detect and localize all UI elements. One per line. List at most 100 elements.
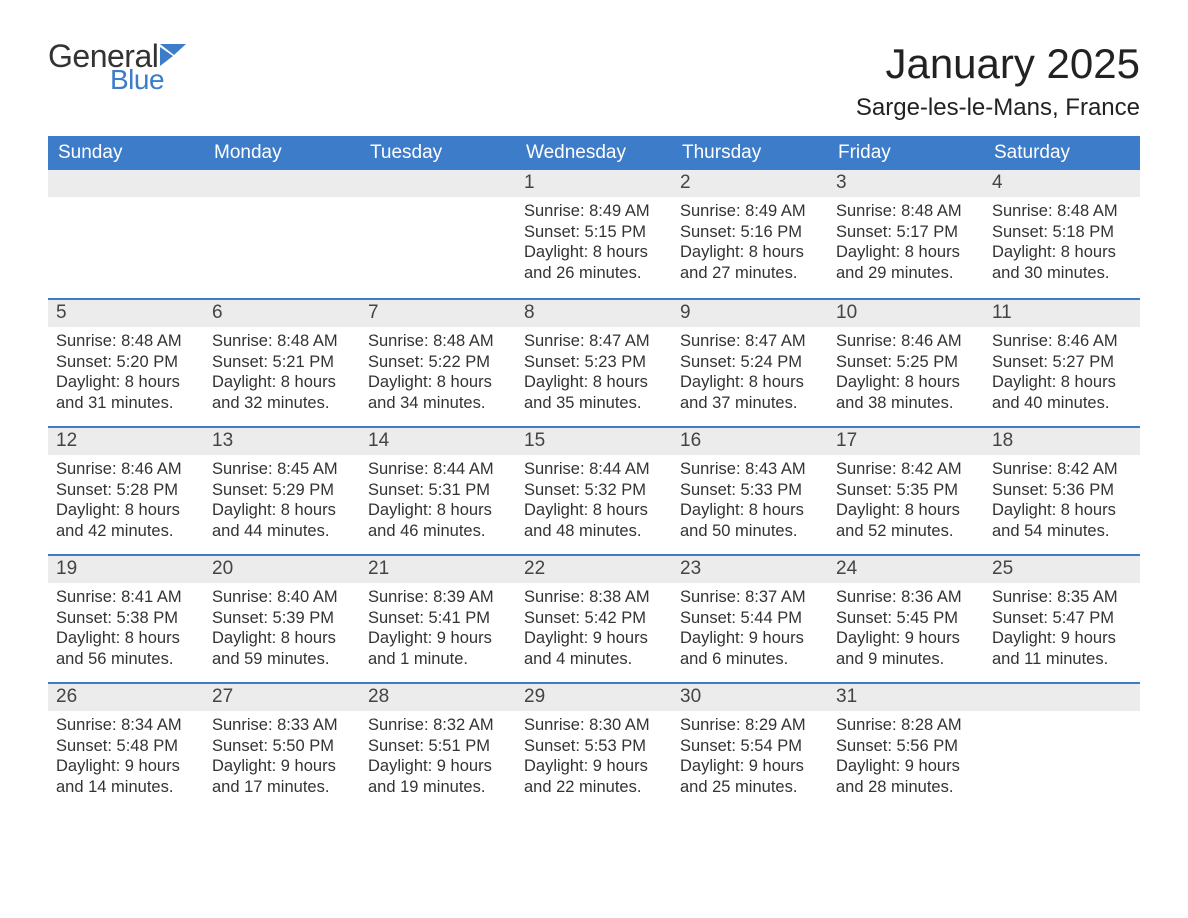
day-number [984, 684, 1140, 711]
day-header: Tuesday [360, 136, 516, 170]
day-number: 18 [984, 428, 1140, 455]
detail-line: Daylight: 8 hours [56, 372, 196, 393]
day-details: Sunrise: 8:45 AMSunset: 5:29 PMDaylight:… [204, 455, 360, 542]
detail-line: and 52 minutes. [836, 521, 976, 542]
day-number: 27 [204, 684, 360, 711]
detail-line: Sunset: 5:29 PM [212, 480, 352, 501]
calendar-cell: 30Sunrise: 8:29 AMSunset: 5:54 PMDayligh… [672, 682, 828, 810]
detail-line: Sunrise: 8:43 AM [680, 459, 820, 480]
detail-line: Daylight: 8 hours [524, 372, 664, 393]
title-block: January 2025 Sarge-les-le-Mans, France [856, 40, 1140, 122]
detail-line: Sunrise: 8:48 AM [992, 201, 1132, 222]
day-number: 16 [672, 428, 828, 455]
calendar-cell [48, 170, 204, 298]
detail-line: Daylight: 9 hours [524, 756, 664, 777]
day-header: Friday [828, 136, 984, 170]
day-number: 31 [828, 684, 984, 711]
detail-line: Daylight: 8 hours [836, 372, 976, 393]
detail-line: and 31 minutes. [56, 393, 196, 414]
day-details: Sunrise: 8:48 AMSunset: 5:22 PMDaylight:… [360, 327, 516, 414]
detail-line: Daylight: 9 hours [524, 628, 664, 649]
detail-line: and 26 minutes. [524, 263, 664, 284]
day-number: 2 [672, 170, 828, 197]
detail-line: and 17 minutes. [212, 777, 352, 798]
detail-line: and 9 minutes. [836, 649, 976, 670]
detail-line: Daylight: 8 hours [836, 500, 976, 521]
day-number: 12 [48, 428, 204, 455]
detail-line: Sunset: 5:39 PM [212, 608, 352, 629]
detail-line: and 14 minutes. [56, 777, 196, 798]
calendar-cell: 11Sunrise: 8:46 AMSunset: 5:27 PMDayligh… [984, 298, 1140, 426]
detail-line: Sunset: 5:36 PM [992, 480, 1132, 501]
detail-line: and 4 minutes. [524, 649, 664, 670]
calendar-cell: 22Sunrise: 8:38 AMSunset: 5:42 PMDayligh… [516, 554, 672, 682]
detail-line: Sunset: 5:31 PM [368, 480, 508, 501]
calendar-cell: 14Sunrise: 8:44 AMSunset: 5:31 PMDayligh… [360, 426, 516, 554]
calendar-cell: 21Sunrise: 8:39 AMSunset: 5:41 PMDayligh… [360, 554, 516, 682]
day-details: Sunrise: 8:47 AMSunset: 5:24 PMDaylight:… [672, 327, 828, 414]
detail-line: and 28 minutes. [836, 777, 976, 798]
detail-line: Sunrise: 8:29 AM [680, 715, 820, 736]
calendar-week-row: 5Sunrise: 8:48 AMSunset: 5:20 PMDaylight… [48, 298, 1140, 426]
detail-line: Sunrise: 8:30 AM [524, 715, 664, 736]
day-number: 21 [360, 556, 516, 583]
day-number: 30 [672, 684, 828, 711]
day-details: Sunrise: 8:34 AMSunset: 5:48 PMDaylight:… [48, 711, 204, 798]
detail-line: and 40 minutes. [992, 393, 1132, 414]
calendar-week-row: 26Sunrise: 8:34 AMSunset: 5:48 PMDayligh… [48, 682, 1140, 810]
detail-line: Sunset: 5:21 PM [212, 352, 352, 373]
day-details: Sunrise: 8:35 AMSunset: 5:47 PMDaylight:… [984, 583, 1140, 670]
calendar-cell: 18Sunrise: 8:42 AMSunset: 5:36 PMDayligh… [984, 426, 1140, 554]
detail-line: Daylight: 8 hours [680, 372, 820, 393]
detail-line: Sunrise: 8:45 AM [212, 459, 352, 480]
detail-line: Daylight: 9 hours [992, 628, 1132, 649]
day-number: 10 [828, 300, 984, 327]
detail-line: Sunset: 5:25 PM [836, 352, 976, 373]
day-number: 17 [828, 428, 984, 455]
detail-line: Sunrise: 8:42 AM [836, 459, 976, 480]
detail-line: Sunset: 5:45 PM [836, 608, 976, 629]
calendar-cell: 16Sunrise: 8:43 AMSunset: 5:33 PMDayligh… [672, 426, 828, 554]
detail-line: Sunset: 5:15 PM [524, 222, 664, 243]
detail-line: and 59 minutes. [212, 649, 352, 670]
detail-line: and 32 minutes. [212, 393, 352, 414]
detail-line: Sunrise: 8:44 AM [524, 459, 664, 480]
detail-line: Sunrise: 8:28 AM [836, 715, 976, 736]
day-number: 3 [828, 170, 984, 197]
day-details: Sunrise: 8:43 AMSunset: 5:33 PMDaylight:… [672, 455, 828, 542]
detail-line: Daylight: 8 hours [212, 500, 352, 521]
calendar-cell: 12Sunrise: 8:46 AMSunset: 5:28 PMDayligh… [48, 426, 204, 554]
day-number: 11 [984, 300, 1140, 327]
calendar-week-row: 1Sunrise: 8:49 AMSunset: 5:15 PMDaylight… [48, 170, 1140, 298]
day-details: Sunrise: 8:39 AMSunset: 5:41 PMDaylight:… [360, 583, 516, 670]
detail-line: and 27 minutes. [680, 263, 820, 284]
day-details: Sunrise: 8:36 AMSunset: 5:45 PMDaylight:… [828, 583, 984, 670]
page: General Blue January 2025 Sarge-les-le-M… [0, 0, 1188, 918]
day-details: Sunrise: 8:38 AMSunset: 5:42 PMDaylight:… [516, 583, 672, 670]
detail-line: Daylight: 8 hours [368, 500, 508, 521]
day-details: Sunrise: 8:44 AMSunset: 5:32 PMDaylight:… [516, 455, 672, 542]
day-details: Sunrise: 8:42 AMSunset: 5:36 PMDaylight:… [984, 455, 1140, 542]
day-number: 1 [516, 170, 672, 197]
day-header: Monday [204, 136, 360, 170]
detail-line: Sunrise: 8:35 AM [992, 587, 1132, 608]
calendar-cell: 24Sunrise: 8:36 AMSunset: 5:45 PMDayligh… [828, 554, 984, 682]
detail-line: Daylight: 9 hours [680, 628, 820, 649]
calendar-cell: 17Sunrise: 8:42 AMSunset: 5:35 PMDayligh… [828, 426, 984, 554]
detail-line: Sunrise: 8:48 AM [836, 201, 976, 222]
calendar-cell: 1Sunrise: 8:49 AMSunset: 5:15 PMDaylight… [516, 170, 672, 298]
detail-line: and 19 minutes. [368, 777, 508, 798]
detail-line: Daylight: 9 hours [680, 756, 820, 777]
detail-line: and 30 minutes. [992, 263, 1132, 284]
detail-line: Sunrise: 8:40 AM [212, 587, 352, 608]
detail-line: Sunset: 5:27 PM [992, 352, 1132, 373]
day-details: Sunrise: 8:48 AMSunset: 5:20 PMDaylight:… [48, 327, 204, 414]
detail-line: Sunrise: 8:32 AM [368, 715, 508, 736]
calendar-cell: 13Sunrise: 8:45 AMSunset: 5:29 PMDayligh… [204, 426, 360, 554]
detail-line: Daylight: 8 hours [992, 242, 1132, 263]
detail-line: Sunrise: 8:41 AM [56, 587, 196, 608]
calendar-cell: 28Sunrise: 8:32 AMSunset: 5:51 PMDayligh… [360, 682, 516, 810]
day-details: Sunrise: 8:37 AMSunset: 5:44 PMDaylight:… [672, 583, 828, 670]
calendar-cell: 23Sunrise: 8:37 AMSunset: 5:44 PMDayligh… [672, 554, 828, 682]
day-number: 7 [360, 300, 516, 327]
